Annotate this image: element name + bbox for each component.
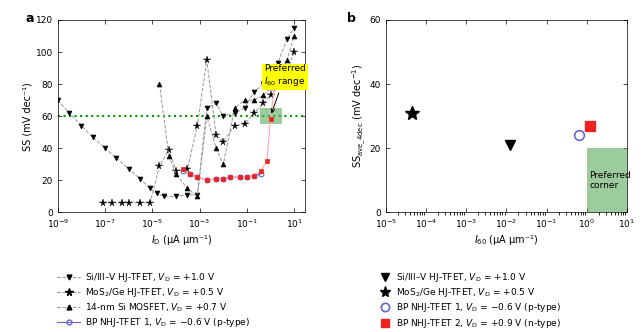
Bar: [586, 148, 627, 212]
Y-axis label: SS (mV dec⁻¹): SS (mV dec⁻¹): [23, 82, 33, 151]
Text: Preferred
corner: Preferred corner: [589, 171, 631, 190]
Text: b: b: [347, 12, 356, 25]
Text: Preferred
$I_{60}$ range: Preferred $I_{60}$ range: [264, 64, 305, 113]
Text: a: a: [26, 12, 34, 25]
Legend: Si/III–V HJ-TFET, $V_{\mathrm{D}}$ = +1.0 V, MoS$_2$/Ge HJ-TFET, $V_{\mathrm{D}}: Si/III–V HJ-TFET, $V_{\mathrm{D}}$ = +1.…: [57, 271, 249, 332]
Legend: Si/III–V HJ-TFET, $V_{\mathrm{D}}$ = +1.0 V, MoS$_2$/Ge HJ-TFET, $V_{\mathrm{D}}: Si/III–V HJ-TFET, $V_{\mathrm{D}}$ = +1.…: [378, 271, 561, 330]
Bar: [260, 108, 282, 124]
X-axis label: $I_{\mathrm{D}}$ (μA μm⁻¹): $I_{\mathrm{D}}$ (μA μm⁻¹): [151, 232, 212, 247]
X-axis label: $I_{60}$ (μA μm⁻¹): $I_{60}$ (μA μm⁻¹): [474, 232, 539, 247]
Y-axis label: SS$_{\mathrm{ave\_4dec}}$ (mV dec$^{-1}$): SS$_{\mathrm{ave\_4dec}}$ (mV dec$^{-1}$…: [350, 64, 367, 168]
